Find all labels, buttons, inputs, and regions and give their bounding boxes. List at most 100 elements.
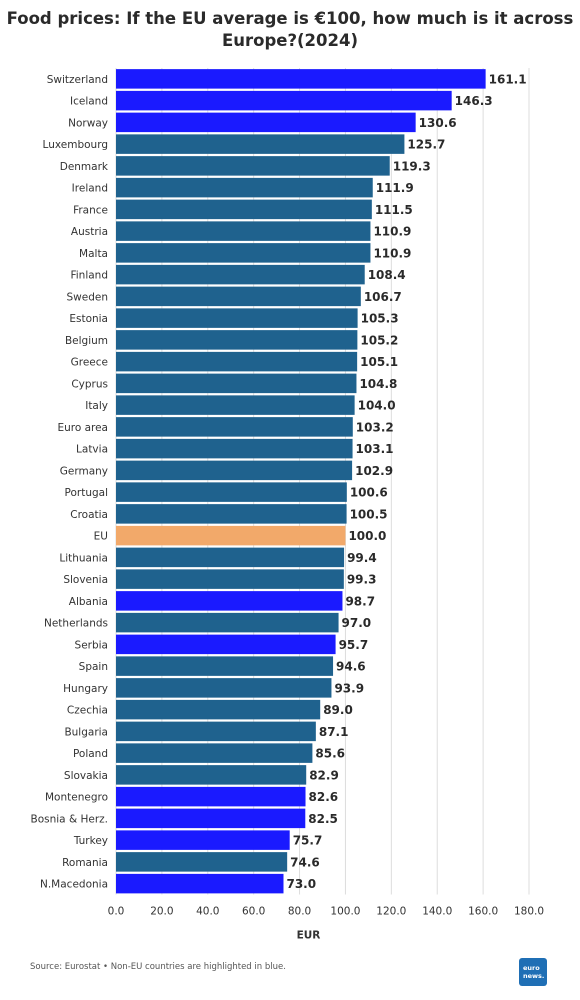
category-label: Bosnia & Herz. <box>31 813 109 825</box>
category-label: Slovakia <box>64 770 108 782</box>
value-label: 82.9 <box>309 768 339 782</box>
x-tick-label: 60.0 <box>242 906 265 918</box>
bar <box>116 569 344 589</box>
category-label: France <box>73 204 108 216</box>
value-label: 100.0 <box>348 529 386 543</box>
value-label: 130.6 <box>419 116 457 130</box>
bar <box>116 69 486 89</box>
category-label: Albania <box>69 596 108 608</box>
bar <box>116 417 353 437</box>
bar <box>116 873 284 894</box>
category-label: Denmark <box>60 161 109 173</box>
bar <box>116 547 345 568</box>
category-label: Austria <box>71 226 108 238</box>
category-label: Hungary <box>63 683 108 695</box>
category-label: Luxembourg <box>43 139 108 151</box>
value-label: 108.4 <box>368 268 406 282</box>
x-tick-label: 40.0 <box>196 906 219 918</box>
bar <box>116 699 321 720</box>
value-label: 99.3 <box>347 573 377 587</box>
value-label: 105.2 <box>360 333 398 347</box>
category-label: Czechia <box>67 705 108 717</box>
category-label: Finland <box>70 270 108 282</box>
source-note: Source: Eurostat • Non-EU countries are … <box>30 962 286 972</box>
value-label: 73.0 <box>286 877 316 891</box>
category-label: Spain <box>79 661 108 673</box>
bar <box>116 656 334 676</box>
value-label: 105.3 <box>361 312 399 326</box>
category-labels: Switzerland Iceland Norway Luxembourg Denmar… <box>31 74 109 891</box>
value-label: 75.7 <box>293 834 323 848</box>
x-tick-label: 120.0 <box>376 906 406 918</box>
bar <box>116 134 405 154</box>
bar <box>116 504 347 524</box>
x-tick-label: 180.0 <box>514 906 544 918</box>
value-label: 103.2 <box>356 420 394 434</box>
category-label: Turkey <box>73 835 108 847</box>
value-label: 100.6 <box>350 486 388 500</box>
category-label: Ireland <box>72 183 108 195</box>
value-label: 161.1 <box>489 72 527 86</box>
value-label: 82.6 <box>309 790 339 804</box>
value-label: 146.3 <box>455 94 493 108</box>
category-label: Malta <box>79 248 108 260</box>
x-tick-label: 160.0 <box>468 906 498 918</box>
bar <box>116 243 371 263</box>
category-label: Italy <box>85 400 108 412</box>
value-label: 85.6 <box>315 747 345 761</box>
category-label: Portugal <box>65 487 109 499</box>
value-label: 99.4 <box>347 551 377 565</box>
category-label: Serbia <box>75 639 108 651</box>
bar <box>116 199 372 220</box>
category-label: Lithuania <box>59 552 108 564</box>
value-label: 106.7 <box>364 290 402 304</box>
value-labels: 161.1 146.3 130.6 125.7 119.3 111.9 111.5 110.9… <box>286 72 526 891</box>
x-tick-label: 0.0 <box>108 906 125 918</box>
logo-line-2: news. <box>523 972 545 980</box>
bar <box>116 482 347 502</box>
value-label: 104.0 <box>358 399 396 413</box>
value-label: 102.9 <box>355 464 393 478</box>
category-label: Cyprus <box>71 378 108 390</box>
x-tick-label: 100.0 <box>330 906 360 918</box>
bar <box>116 112 416 133</box>
category-label: Euro area <box>57 422 108 434</box>
category-label: Belgium <box>65 335 108 347</box>
x-tick-label: 140.0 <box>422 906 452 918</box>
category-label: Montenegro <box>45 792 108 804</box>
bar <box>116 634 336 655</box>
value-label: 98.7 <box>345 594 375 608</box>
category-label: Slovenia <box>63 574 108 586</box>
bar <box>116 786 306 807</box>
value-label: 119.3 <box>393 159 431 173</box>
bar <box>116 90 452 111</box>
category-label: Greece <box>71 357 108 369</box>
bar <box>116 678 332 698</box>
category-label: Norway <box>68 117 108 129</box>
euronews-logo: euro news. <box>519 958 547 986</box>
category-label: Germany <box>60 465 108 477</box>
bar <box>116 221 371 241</box>
value-label: 97.0 <box>342 616 372 630</box>
category-label: Poland <box>73 748 108 760</box>
value-label: 93.9 <box>334 681 364 695</box>
category-label: Latvia <box>76 444 108 456</box>
bar <box>116 808 306 829</box>
bar <box>116 308 358 328</box>
chart-title: Food prices: If the EU average is €100, … <box>6 9 574 50</box>
x-tick-labels: 0.0 20.0 40.0 60.0 80.0 100.0 120.0 140.0 160.0 1… <box>108 906 544 918</box>
bar <box>116 765 307 785</box>
x-tick-label: 80.0 <box>288 906 311 918</box>
value-label: 89.0 <box>323 703 353 717</box>
bar <box>116 351 358 372</box>
value-label: 111.9 <box>376 181 414 195</box>
value-label: 82.5 <box>308 812 338 826</box>
category-label: Netherlands <box>44 618 108 630</box>
value-label: 125.7 <box>407 138 445 152</box>
category-label: Sweden <box>67 291 109 303</box>
bar <box>116 721 316 742</box>
value-label: 110.9 <box>373 225 411 239</box>
bar <box>116 156 390 176</box>
x-axis-title: EUR <box>297 930 321 942</box>
value-label: 110.9 <box>373 246 411 260</box>
